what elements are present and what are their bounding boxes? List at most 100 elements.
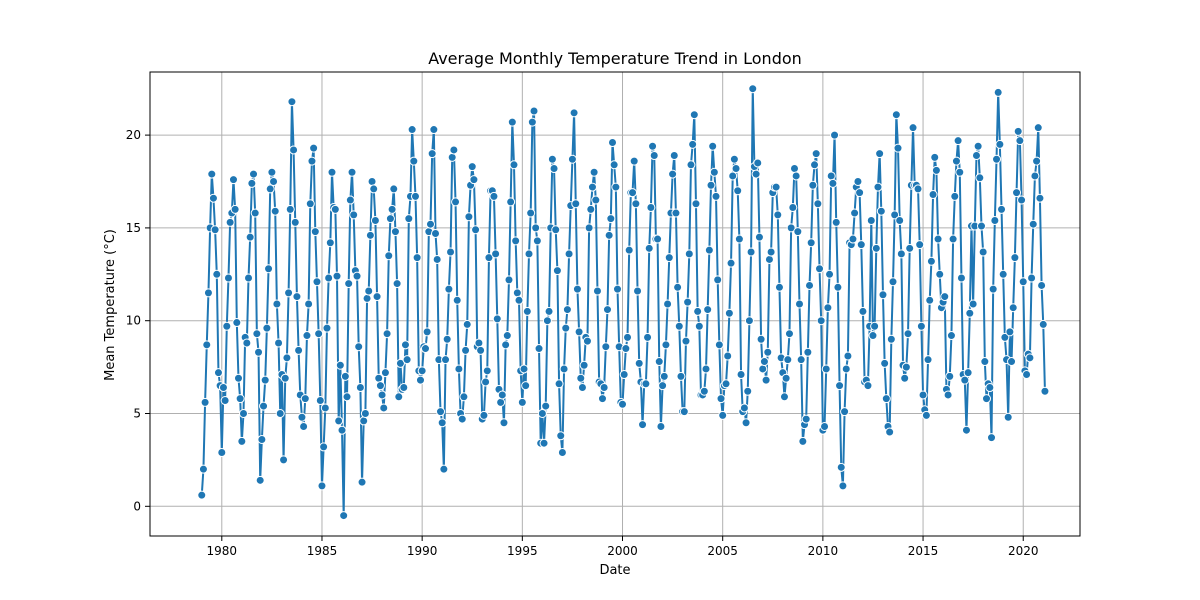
data-point <box>821 364 831 374</box>
data-point <box>888 277 898 287</box>
data-point <box>476 345 486 355</box>
data-point <box>300 394 310 404</box>
data-point <box>394 392 404 402</box>
data-point <box>810 160 820 170</box>
data-point <box>629 156 639 166</box>
x-tick-label: 2000 <box>607 544 638 558</box>
data-point <box>367 177 377 186</box>
data-point <box>232 318 242 328</box>
data-point <box>901 362 911 372</box>
data-point <box>527 117 537 127</box>
data-point <box>400 340 410 350</box>
data-point <box>968 299 978 309</box>
data-point <box>309 143 319 153</box>
data-point <box>395 358 405 368</box>
data-point <box>507 117 517 127</box>
data-point <box>410 191 420 201</box>
data-point <box>427 149 437 159</box>
data-point <box>896 249 906 259</box>
data-point <box>586 204 596 214</box>
data-point <box>891 110 901 120</box>
data-point <box>547 154 557 164</box>
data-point <box>1035 193 1045 203</box>
data-point <box>497 390 507 400</box>
data-point <box>634 358 644 368</box>
data-point <box>811 149 821 159</box>
data-point <box>835 381 845 391</box>
data-point <box>1040 386 1050 396</box>
data-point <box>235 394 245 404</box>
data-point <box>793 227 803 237</box>
data-point <box>385 214 395 224</box>
data-point <box>644 243 654 253</box>
data-point <box>1030 171 1040 181</box>
data-point <box>549 164 559 174</box>
data-point <box>731 164 741 174</box>
data-point <box>961 425 971 435</box>
data-point <box>724 308 734 318</box>
data-point <box>479 410 489 420</box>
data-point <box>279 455 289 465</box>
data-point <box>838 481 848 491</box>
data-point <box>449 145 459 155</box>
data-point <box>264 264 274 274</box>
data-point <box>649 151 659 161</box>
data-point <box>1033 123 1043 133</box>
data-point <box>589 167 599 177</box>
data-point <box>648 141 658 151</box>
data-point <box>284 288 294 298</box>
data-point <box>833 282 843 292</box>
data-point <box>789 164 799 174</box>
data-point <box>913 184 923 194</box>
data-point <box>1028 219 1038 229</box>
data-point <box>951 156 961 166</box>
data-point <box>322 323 332 333</box>
data-point <box>641 379 651 389</box>
data-point <box>980 357 990 367</box>
data-point <box>858 306 868 316</box>
y-axis-label: Mean Temperature (°C) <box>103 229 118 381</box>
data-point <box>716 394 726 404</box>
data-point <box>658 381 668 391</box>
data-point <box>908 123 918 133</box>
data-point <box>432 254 442 264</box>
data-point <box>562 305 572 315</box>
data-point <box>591 195 601 205</box>
data-point <box>347 167 357 177</box>
data-point <box>711 191 721 201</box>
data-point <box>210 225 220 235</box>
data-point <box>579 360 589 370</box>
data-point <box>900 373 910 383</box>
data-point <box>582 336 592 346</box>
data-point <box>758 364 768 374</box>
data-point <box>426 219 435 229</box>
data-point <box>868 331 878 341</box>
data-point <box>703 305 713 315</box>
data-point <box>990 215 1000 225</box>
data-point <box>638 420 648 430</box>
data-point <box>779 392 789 402</box>
data-point <box>415 375 425 385</box>
data-point <box>606 214 616 224</box>
data-point <box>736 370 746 380</box>
data-point <box>836 462 846 472</box>
data-point <box>592 286 602 296</box>
data-point <box>761 375 771 385</box>
data-point <box>948 234 958 244</box>
data-point <box>257 434 267 444</box>
data-point <box>569 108 579 118</box>
data-point <box>965 308 975 318</box>
data-point <box>945 371 955 381</box>
data-point <box>1007 357 1017 367</box>
data-point <box>890 210 900 220</box>
data-point <box>781 373 791 383</box>
data-point <box>643 332 653 342</box>
data-point <box>225 217 235 227</box>
data-point <box>342 392 352 402</box>
data-point <box>925 295 935 305</box>
data-point <box>873 182 883 192</box>
data-point <box>853 177 863 186</box>
y-tick-label: 0 <box>133 499 141 513</box>
data-point <box>599 383 609 393</box>
data-point <box>320 403 330 413</box>
